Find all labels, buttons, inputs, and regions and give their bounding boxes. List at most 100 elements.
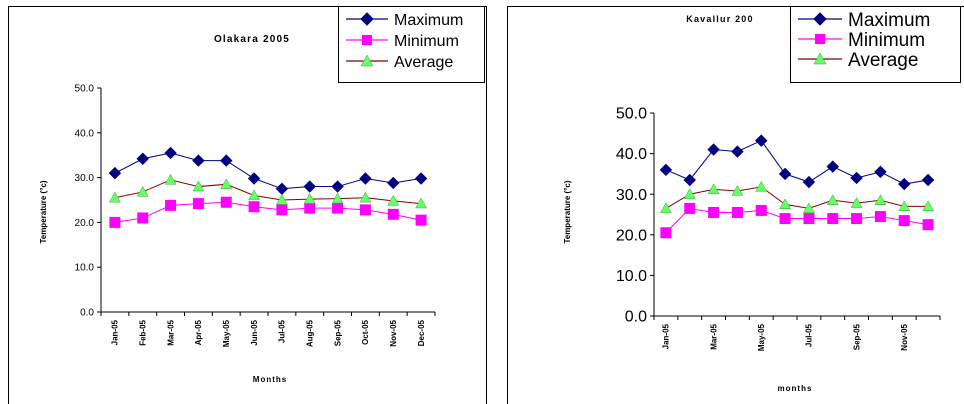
y-tick-label: 30.0	[616, 187, 647, 204]
x-tick-label: Oct-05	[361, 319, 370, 344]
data-point-minimum	[827, 213, 839, 225]
legend-label: Average	[848, 50, 918, 71]
y-tick-label: 0.0	[625, 309, 647, 326]
data-point-minimum	[660, 227, 672, 239]
y-tick-label: 40.0	[616, 146, 647, 163]
data-point-minimum	[137, 212, 149, 224]
data-point-minimum	[415, 214, 427, 226]
series-line-average	[114, 179, 422, 205]
data-point-maximum	[850, 171, 863, 185]
data-point-minimum	[276, 204, 288, 216]
data-point-maximum	[247, 172, 261, 185]
x-tick-label: Mar-05	[166, 319, 175, 345]
legend-square-icon	[362, 35, 372, 45]
chart-title: Olakara 2005	[214, 34, 290, 45]
data-point-minimum	[874, 211, 886, 223]
data-point-average	[755, 180, 768, 192]
data-point-maximum	[683, 173, 696, 187]
data-point-maximum	[192, 154, 205, 167]
legend-label: Minimum	[848, 30, 925, 51]
data-point-maximum	[108, 166, 122, 180]
data-point-average	[898, 200, 911, 212]
y-tick-label: 20.0	[616, 227, 647, 244]
data-point-average	[922, 200, 935, 212]
data-point-minimum	[922, 219, 934, 231]
data-point-average	[779, 198, 792, 209]
y-axis-label: Temperature (°c)	[563, 180, 572, 243]
chart-2: 0.0 10.0 20.0 30.0 40.0 50.0 Jan-05 Mar-05 May-0…	[507, 6, 964, 404]
x-tick-label: Nov-05	[900, 323, 909, 350]
data-point-maximum	[898, 177, 911, 191]
y-axis-label: Temperature (°c)	[39, 180, 48, 243]
data-point-average	[136, 185, 149, 197]
data-point-average	[850, 197, 863, 208]
x-tick-label: Aug-05	[306, 319, 315, 347]
data-point-maximum	[731, 145, 744, 158]
data-point-maximum	[414, 172, 428, 185]
data-point-minimum	[708, 206, 720, 218]
data-point-maximum	[359, 172, 372, 185]
x-tick-label: Feb-05	[139, 319, 148, 345]
data-point-maximum	[220, 154, 233, 167]
data-point-maximum	[778, 167, 792, 181]
data-point-average	[275, 193, 288, 205]
data-point-maximum	[921, 173, 935, 187]
data-point-average	[331, 192, 344, 204]
data-point-average	[359, 191, 372, 203]
x-tick-label: Apr-05	[194, 319, 203, 345]
y-tick-label: 40.0	[75, 128, 95, 139]
data-point-maximum	[136, 152, 149, 165]
data-point-average	[707, 183, 720, 194]
x-tick-label: Jan-05	[111, 319, 120, 345]
data-point-average	[659, 202, 672, 214]
data-point-minimum	[220, 196, 232, 208]
data-point-maximum	[659, 163, 673, 177]
data-point-maximum	[802, 175, 816, 189]
x-tick-label: May-05	[222, 319, 231, 347]
legend-diamond-icon	[360, 12, 374, 26]
x-tick-label: May-05	[757, 323, 766, 351]
data-point-average	[108, 191, 121, 203]
y-tick-label: 0.0	[80, 308, 94, 319]
data-point-minimum	[109, 216, 121, 228]
x-axis-label: Months	[253, 375, 287, 384]
y-tick-label: 50.0	[616, 106, 647, 123]
chart-1: 0.0 10.0 20.0 30.0 40.0 50.0 Jan-05 Feb-05 Mar-0…	[8, 6, 487, 404]
data-point-maximum	[826, 160, 839, 173]
legend-label: Minimum	[394, 33, 459, 50]
data-point-minimum	[387, 208, 399, 220]
data-point-minimum	[803, 213, 815, 225]
data-point-minimum	[755, 204, 767, 216]
data-point-maximum	[303, 180, 316, 193]
y-tick-label: 10.0	[616, 268, 647, 285]
y-tick-label: 20.0	[75, 218, 95, 229]
y-tick-label: 10.0	[75, 263, 95, 274]
chart-title: Kavallur 200	[686, 14, 753, 24]
x-tick-label: Jul-05	[805, 323, 814, 347]
data-point-minimum	[192, 198, 204, 210]
data-point-average	[874, 194, 887, 205]
data-point-average	[826, 194, 839, 205]
data-point-minimum	[731, 206, 743, 218]
data-point-minimum	[248, 201, 260, 213]
data-point-average	[731, 184, 744, 196]
data-point-maximum	[331, 180, 344, 193]
data-point-average	[164, 173, 177, 185]
x-tick-label: Jan-05	[662, 323, 671, 349]
y-tick-label: 50.0	[75, 84, 95, 95]
data-point-average	[220, 178, 233, 189]
data-point-minimum	[779, 213, 791, 225]
data-point-minimum	[851, 213, 863, 225]
legend-label: Maximum	[848, 10, 930, 31]
data-point-minimum	[165, 199, 177, 211]
data-point-average	[415, 197, 428, 209]
legend-triangle-icon	[813, 52, 827, 65]
data-point-minimum	[898, 215, 910, 227]
x-tick-label: Nov-05	[389, 319, 398, 346]
legend-triangle-icon	[360, 54, 374, 67]
data-point-maximum	[755, 134, 768, 147]
data-point-maximum	[707, 143, 720, 156]
